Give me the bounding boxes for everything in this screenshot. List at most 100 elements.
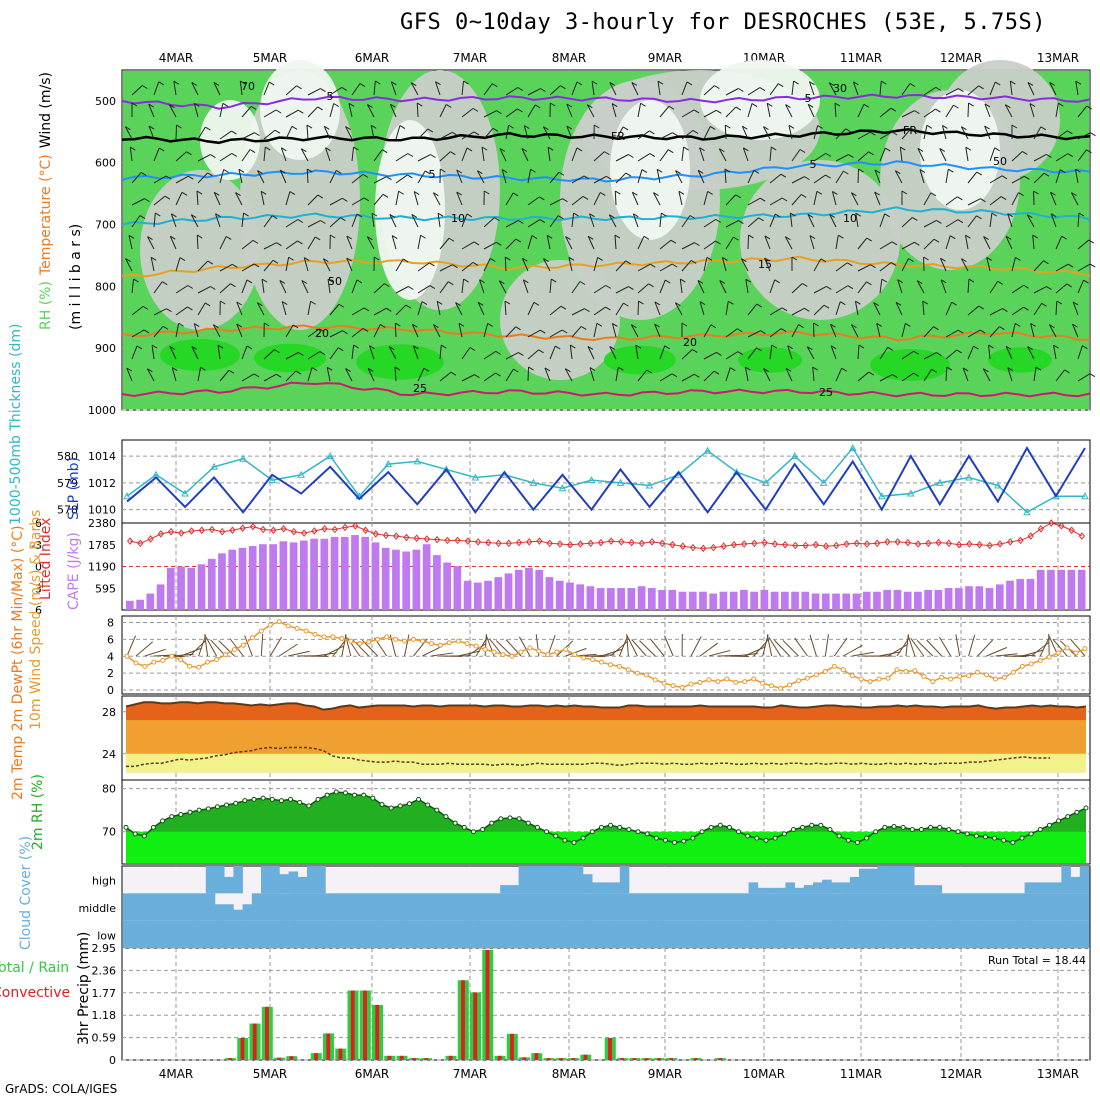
thickness-tick-label: 578 <box>57 504 78 517</box>
rh2m-point <box>635 829 641 835</box>
wind-barb <box>236 301 243 316</box>
cloud-bar-middle <box>169 893 179 921</box>
wind-barb <box>307 301 312 316</box>
wind-barb <box>517 87 524 91</box>
li-point <box>597 538 605 547</box>
wind-barb <box>936 220 942 224</box>
surface-wind-barb <box>690 636 702 657</box>
li-point <box>188 527 195 535</box>
wind-speed-point <box>258 628 264 634</box>
li-point <box>761 538 768 547</box>
wind-barb <box>373 176 387 184</box>
wind-barb <box>923 192 932 206</box>
rh2m-point <box>425 802 431 808</box>
cloud-bar-high <box>813 882 823 894</box>
wind-barb <box>788 125 793 140</box>
li-point <box>260 525 267 534</box>
slp-tick-label: 1014 <box>88 450 116 463</box>
cape-bar <box>780 591 789 610</box>
precip-axis-label: 3hr Precip (mm) <box>76 932 92 1045</box>
wind-barb <box>976 215 982 220</box>
wind-barb <box>609 214 615 219</box>
wind-barb <box>333 103 339 107</box>
wind-barb <box>843 170 849 175</box>
rh2m-point <box>992 835 998 841</box>
slp-tick-label: 1012 <box>88 477 116 490</box>
wind-barb <box>571 213 575 228</box>
wind-barb <box>635 345 639 360</box>
isotherm-label: 20 <box>683 336 697 349</box>
cloud-bar-low <box>1043 920 1053 948</box>
wind-barb <box>124 126 133 140</box>
wind-barb <box>1005 346 1013 360</box>
cloud-bar-high <box>270 866 280 894</box>
precip-convective-bar <box>412 1058 416 1060</box>
cape-bar <box>985 588 994 610</box>
wind-barb <box>807 346 813 351</box>
wind-barb <box>1000 196 1007 200</box>
cloud-bar-low <box>546 920 556 948</box>
cloud-bar-low <box>169 920 179 948</box>
wind-barb <box>126 367 133 372</box>
wind-barb <box>1055 103 1059 118</box>
li-point <box>157 530 164 538</box>
wind-speed-point <box>482 647 488 653</box>
cloud-bar-middle <box>702 893 713 921</box>
wind-barb <box>194 103 200 107</box>
li-point <box>955 540 963 549</box>
wind-barb <box>327 279 331 294</box>
wind-barb <box>874 191 881 206</box>
wind-speed-point <box>769 683 775 689</box>
wind-barb <box>855 300 861 305</box>
wind-barb <box>785 236 791 241</box>
rh2m-point <box>626 827 632 833</box>
wind-barb <box>895 170 901 175</box>
li-point <box>638 539 645 548</box>
li-point <box>178 529 185 537</box>
cloud-bar-high <box>537 866 547 894</box>
rh2m-point <box>187 809 193 815</box>
rh2m-point <box>589 829 595 835</box>
wind-barb <box>769 213 776 228</box>
wind-speed-point <box>267 622 273 628</box>
wind-barb <box>941 125 947 140</box>
wind-barb <box>664 345 670 350</box>
surface-wind-barb <box>887 644 908 657</box>
cloud-bar-middle <box>1006 893 1016 921</box>
wind-barb <box>165 175 172 180</box>
date-label-top: 13MAR <box>1037 51 1079 65</box>
wind-barb <box>521 258 529 272</box>
wind-barb <box>351 345 355 360</box>
wind-barb <box>565 368 571 373</box>
cloud-bar-high <box>1033 882 1044 894</box>
wind-barb <box>223 169 229 173</box>
cloud-bar-middle <box>426 893 437 921</box>
li-point <box>689 543 697 552</box>
wind-barb <box>1023 306 1029 311</box>
rh2m-point <box>260 795 266 801</box>
wind-barb <box>895 301 902 306</box>
wind-barb <box>197 154 211 162</box>
wind-barb <box>835 368 843 382</box>
cloud-bar-low <box>1033 920 1044 948</box>
cloud-bar-middle <box>380 893 391 921</box>
wind-barb <box>1007 367 1014 372</box>
wind-barb <box>320 88 326 92</box>
li-point <box>607 537 615 545</box>
wind-barb <box>373 81 376 96</box>
wind-barb <box>461 107 474 118</box>
cape-bar <box>269 544 278 610</box>
wind-barb <box>175 151 187 162</box>
wind-barb <box>560 85 566 90</box>
cloud-bar-middle <box>205 893 216 921</box>
wind-barb <box>439 237 450 250</box>
cape-bar <box>688 591 697 610</box>
wind-barb <box>153 81 160 96</box>
wind-barb <box>771 344 778 349</box>
wind-barb <box>241 106 252 118</box>
wind-barb <box>175 323 180 338</box>
cloud-bar-low <box>721 920 731 948</box>
wind-barb <box>1043 260 1049 265</box>
wind-barb <box>747 103 753 118</box>
thickness-point <box>703 446 712 454</box>
